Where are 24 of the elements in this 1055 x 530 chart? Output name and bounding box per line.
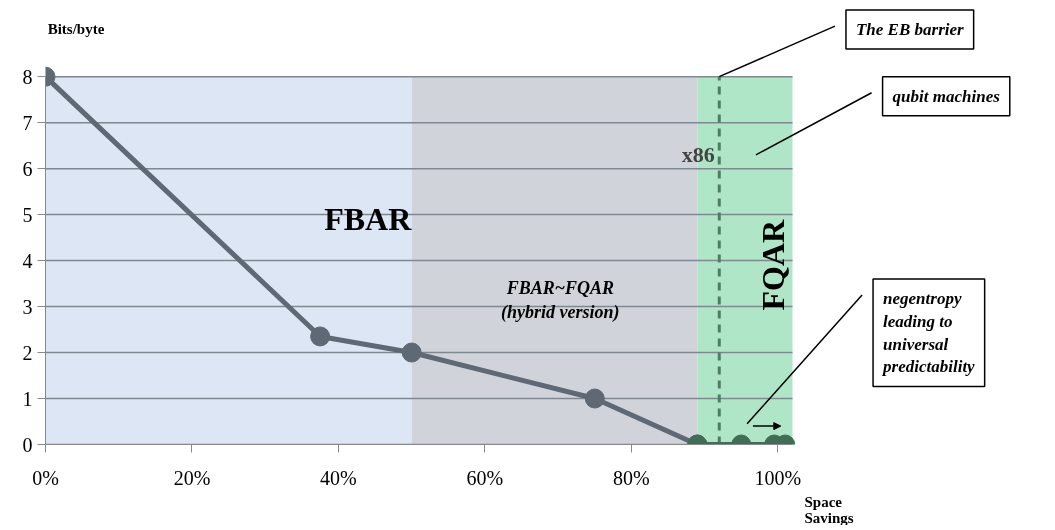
x-tick-label: 80%: [613, 466, 650, 489]
y-tick-label: 1: [22, 387, 33, 410]
y-tick-label: 3: [22, 295, 33, 318]
band-label: FBAR~FQAR (hybrid version): [501, 277, 620, 323]
annotation: The EB barrier: [855, 20, 965, 39]
text: qubit machines: [892, 86, 1001, 106]
x-axis-title: Space Savings: [804, 493, 854, 526]
y-tick-label: 7: [22, 111, 33, 134]
x-tick-label: 60%: [466, 466, 504, 489]
ref-line-label: x86: [681, 142, 715, 168]
band-label: FQAR: [754, 218, 791, 311]
text: negentropy leading to universal predictability: [881, 288, 976, 377]
y-tick-label: 0: [22, 433, 33, 456]
x-tick-label: 20%: [173, 466, 211, 489]
y-tick-label: 2: [22, 341, 33, 364]
x-tick-label: 0%: [32, 466, 59, 489]
y-tick-label: 5: [22, 203, 33, 226]
x-tick-label: 100%: [754, 466, 802, 489]
band-label: FBAR: [324, 201, 413, 238]
y-tick-label: 6: [22, 157, 33, 180]
x-tick-label: 40%: [320, 466, 357, 489]
y-tick-label: 8: [22, 65, 33, 88]
y-axis-title: Bits/byte: [47, 21, 105, 38]
y-tick-label: 4: [22, 249, 33, 272]
